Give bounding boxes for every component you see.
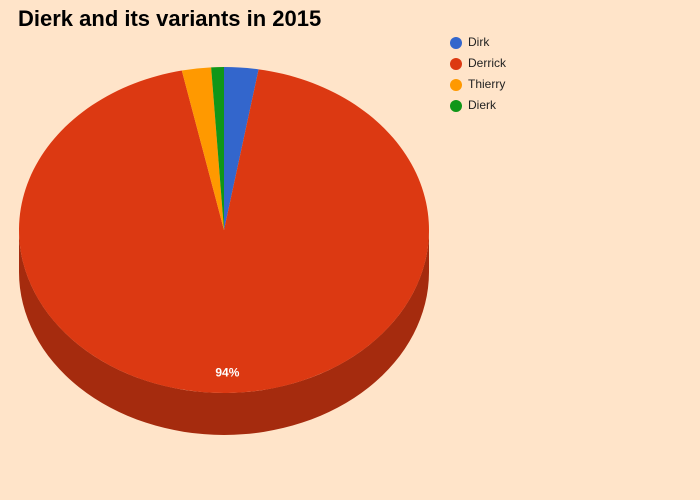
legend-marker — [450, 100, 462, 112]
slice — [211, 67, 224, 230]
chart-title: Dierk and its variants in 2015 — [18, 6, 321, 31]
legend-label: Dierk — [468, 98, 497, 112]
legend-label: Thierry — [468, 77, 505, 91]
legend-marker — [450, 37, 462, 49]
legend-label: Derrick — [468, 56, 507, 70]
slice-side — [19, 230, 429, 435]
slice — [224, 67, 259, 230]
legend-marker — [450, 58, 462, 70]
slice — [19, 69, 430, 393]
slice — [181, 67, 224, 230]
legend-marker — [450, 79, 462, 91]
slice-label: 94% — [215, 366, 239, 380]
legend-label: Dirk — [468, 35, 490, 49]
